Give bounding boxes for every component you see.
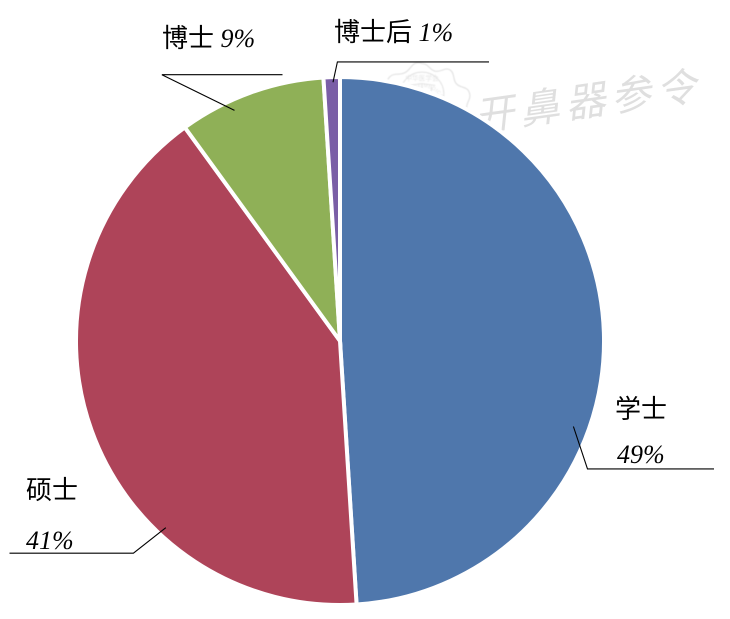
svg-text:中华医学会: 中华医学会 [405,74,439,83]
svg-text:开鼻器参令: 开鼻器参令 [471,63,705,140]
